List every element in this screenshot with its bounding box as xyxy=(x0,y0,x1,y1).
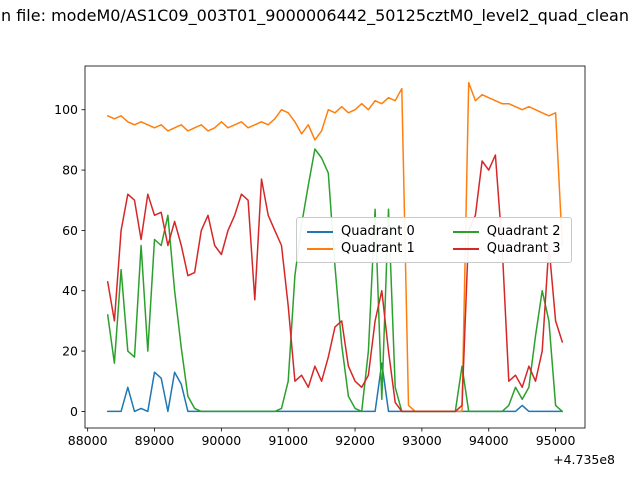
legend-entry-quadrant-1: Quadrant 1 xyxy=(307,241,415,256)
legend: Quadrant 0 Quadrant 1 Quadrant 2 Quadran… xyxy=(296,217,572,263)
figure-title: n file: modeM0/AS1C09_003T01_9000006442_… xyxy=(1,6,629,25)
legend-label-quadrant-2: Quadrant 2 xyxy=(486,224,561,239)
legend-entry-quadrant-2: Quadrant 2 xyxy=(452,224,561,239)
legend-label-quadrant-0: Quadrant 0 xyxy=(341,224,415,239)
legend-label-quadrant-3: Quadrant 3 xyxy=(486,241,561,256)
legend-entry-quadrant-0: Quadrant 0 xyxy=(307,224,415,239)
series-line-quadrant-3 xyxy=(106,154,564,413)
x-tick-label: 89000 xyxy=(135,433,175,448)
y-tick-label: 100 xyxy=(54,102,78,117)
x-tick-label: 92000 xyxy=(335,433,375,448)
legend-label-quadrant-1: Quadrant 1 xyxy=(341,241,415,256)
x-tick-label: 91000 xyxy=(268,433,308,448)
axes-frame xyxy=(84,65,586,429)
series-line-quadrant-2 xyxy=(106,148,564,413)
x-tick-label: 94000 xyxy=(469,433,509,448)
series-line-quadrant-0 xyxy=(106,362,564,413)
line-swatch-quadrant-2 xyxy=(452,230,479,233)
y-tick-label: 40 xyxy=(62,283,78,298)
x-tick-label: 88000 xyxy=(68,433,108,448)
legend-entry-quadrant-3: Quadrant 3 xyxy=(452,241,561,256)
x-axis-offset-label: +4.735e8 xyxy=(553,452,615,467)
line-swatch-quadrant-3 xyxy=(452,247,479,250)
line-swatch-quadrant-1 xyxy=(307,247,333,250)
x-tick-label: 90000 xyxy=(201,433,241,448)
series-line-quadrant-1 xyxy=(106,81,564,413)
y-tick-label: 60 xyxy=(62,223,78,238)
line-swatch-quadrant-0 xyxy=(307,230,333,233)
x-tick-label: 95000 xyxy=(536,433,576,448)
y-tick-label: 0 xyxy=(70,404,78,419)
x-tick-label: 93000 xyxy=(402,433,442,448)
y-tick-label: 20 xyxy=(62,344,78,359)
y-tick-label: 80 xyxy=(62,163,78,178)
